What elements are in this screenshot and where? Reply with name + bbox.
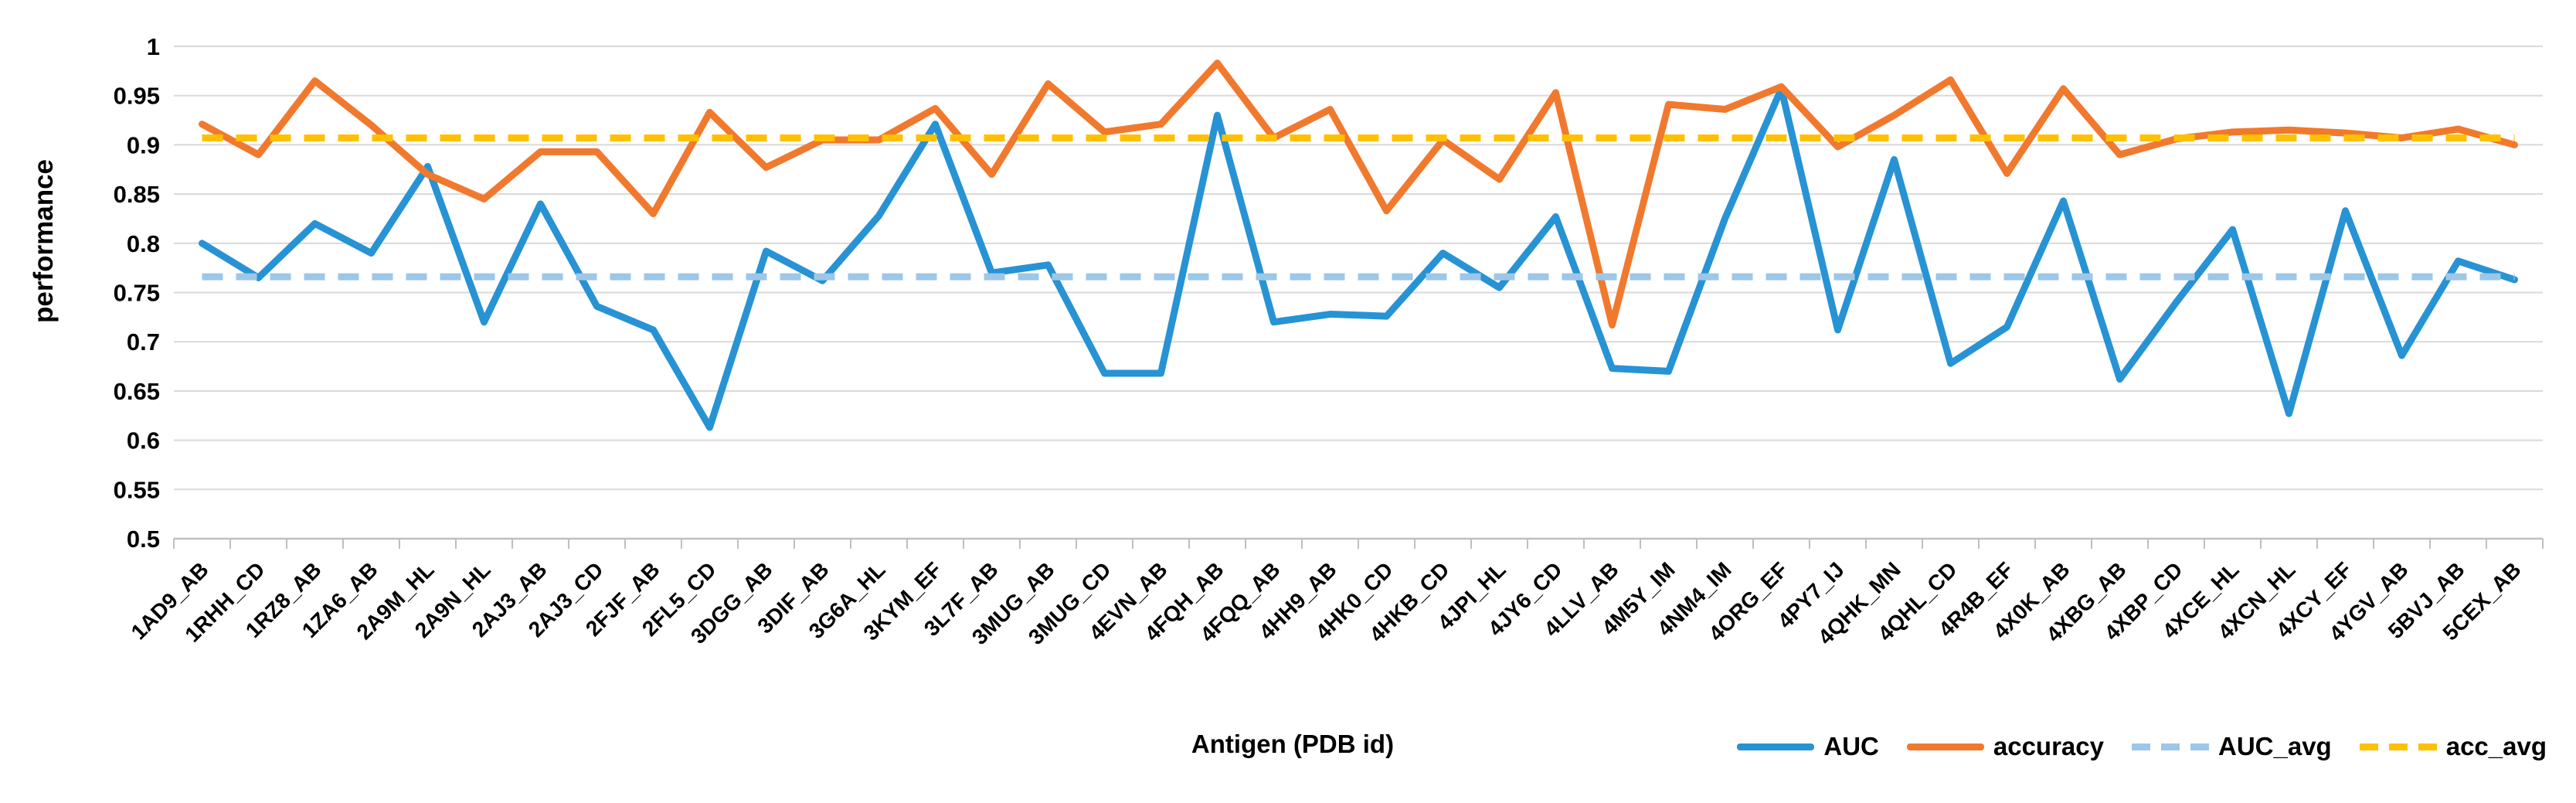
- y-tick-label: 0.7: [127, 328, 160, 356]
- accuracy-line-swatch: [1906, 743, 1984, 750]
- y-tick-label: 0.5: [127, 526, 160, 553]
- y-tick-label: 0.85: [114, 181, 160, 208]
- y-tick-label: 0.8: [127, 230, 160, 257]
- legend-label: accuracy: [1993, 732, 2104, 760]
- y-tick-label: 0.75: [114, 280, 160, 307]
- y-tick-label: 0.6: [127, 427, 160, 454]
- y-tick-label: 0.65: [114, 378, 160, 405]
- legend-item-accuracy: accuracy: [1906, 732, 2104, 761]
- legend-item-auc: AUC: [1737, 732, 1879, 761]
- y-axis-title: performance: [29, 158, 59, 324]
- auc-line: [199, 85, 2518, 431]
- x-axis-title: Antigen (PDB id): [1191, 730, 1395, 758]
- y-tick-label: 0.55: [114, 476, 160, 503]
- auc-line-swatch: [1737, 743, 1815, 750]
- legend-label: AUC: [1823, 732, 1879, 760]
- y-tick-label: 0.9: [127, 131, 160, 158]
- legend-item-auc-avg: AUC_avg: [2132, 732, 2332, 761]
- y-tick-label: 0.95: [114, 83, 160, 110]
- legend: AUC accuracy AUC_avg acc_avg: [1737, 732, 2547, 761]
- legend-label: acc_avg: [2445, 732, 2547, 760]
- auc-avg-line-swatch: [2132, 743, 2209, 750]
- legend-item-acc-avg: acc_avg: [2359, 732, 2547, 761]
- legend-label: AUC_avg: [2218, 732, 2332, 760]
- acc-avg-line-swatch: [2359, 743, 2437, 750]
- y-tick-label: 1: [147, 33, 160, 60]
- accuracy-line: [199, 60, 2518, 329]
